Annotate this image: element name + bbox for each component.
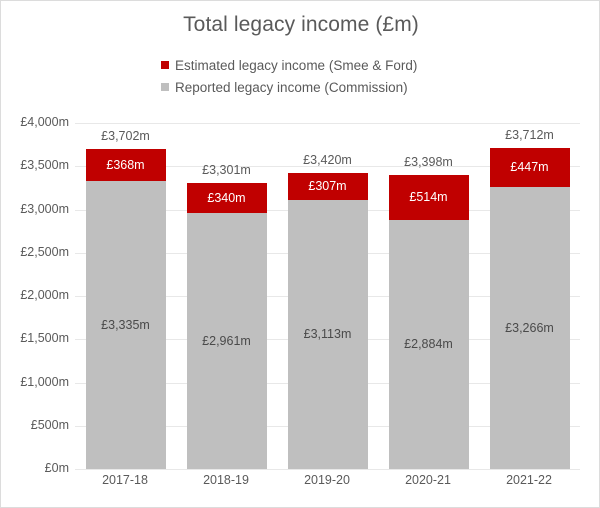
bar-segment-label-estimated: £368m bbox=[106, 157, 145, 172]
legend-item-estimated[interactable]: Estimated legacy income (Smee & Ford) bbox=[161, 54, 417, 76]
bar-segment-label-estimated: £514m bbox=[409, 190, 448, 205]
bar-segment-estimated[interactable]: £307m bbox=[287, 173, 368, 200]
bar-segment-estimated[interactable]: £514m bbox=[388, 175, 469, 220]
bar-stack[interactable]: £3,113m £307m £3,420m bbox=[287, 153, 368, 469]
bar-total-label: £3,420m bbox=[303, 153, 352, 168]
y-axis-tick-label: £1,000m bbox=[20, 374, 69, 389]
legend-label-reported: Reported legacy income (Commission) bbox=[175, 79, 408, 95]
gridline bbox=[75, 166, 580, 168]
bar-segment-label-reported: £2,884m bbox=[404, 337, 453, 352]
bar-segment-reported[interactable]: £2,884m bbox=[388, 219, 469, 469]
y-axis-tick-label: £2,000m bbox=[20, 288, 69, 302]
bar-segment-label-estimated: £307m bbox=[308, 179, 347, 194]
bar-segment-label-reported: £3,266m bbox=[505, 320, 554, 335]
bar-stack[interactable]: £3,266m £447m £3,712m bbox=[489, 128, 570, 469]
bar-stack[interactable]: £2,961m £340m £3,301m bbox=[186, 163, 267, 469]
legend-item-reported[interactable]: Reported legacy income (Commission) bbox=[161, 76, 417, 98]
x-axis-tick-label: 2017-18 bbox=[102, 473, 148, 487]
bar-segment-reported[interactable]: £3,335m bbox=[85, 180, 166, 469]
bar-segment-label-estimated: £447m bbox=[510, 160, 549, 175]
bar-total-label: £3,301m bbox=[202, 163, 251, 178]
y-axis-tick-label: £3,000m bbox=[20, 201, 69, 216]
bar-segment-label-reported: £3,113m bbox=[303, 327, 352, 342]
bar-segment-estimated[interactable]: £447m bbox=[489, 147, 570, 187]
y-axis-tick-label: £4,000m bbox=[20, 115, 69, 129]
x-axis-tick-label: 2019-20 bbox=[304, 473, 350, 487]
chart-title: Total legacy income (£m) bbox=[183, 13, 419, 36]
bar-segment-estimated[interactable]: £368m bbox=[85, 148, 166, 181]
x-axis: 2017-18 2018-19 2019-20 2020-21 2021-22 bbox=[75, 473, 580, 497]
chart-legend: Estimated legacy income (Smee & Ford) Re… bbox=[161, 54, 417, 98]
bar-stack[interactable]: £3,335m £368m £3,702m bbox=[85, 129, 166, 469]
legend-swatch-reported-icon bbox=[161, 83, 169, 91]
bar-stack[interactable]: £2,884m £514m £3,398m bbox=[388, 155, 469, 469]
bar-segment-reported[interactable]: £3,266m bbox=[489, 186, 570, 469]
legend-label-estimated: Estimated legacy income (Smee & Ford) bbox=[175, 57, 418, 73]
x-axis-tick-label: 2020-21 bbox=[405, 473, 451, 487]
bar-segment-estimated[interactable]: £340m bbox=[186, 183, 267, 213]
x-axis-tick-label: 2021-22 bbox=[506, 473, 552, 487]
bar-total-label: £3,702m bbox=[101, 128, 150, 143]
plot-area: £3,335m £368m £3,702m £2,961m £340m £3,301m £3… bbox=[75, 123, 580, 470]
gridline bbox=[75, 469, 580, 470]
bar-segment-label-reported: £2,961m bbox=[202, 333, 251, 348]
bar-segment-reported[interactable]: £2,961m bbox=[186, 212, 267, 469]
bar-segment-reported[interactable]: £3,113m bbox=[287, 199, 368, 469]
bar-segment-label-reported: £3,335m bbox=[101, 317, 150, 332]
x-axis-tick-label: 2018-19 bbox=[203, 473, 249, 487]
legend-swatch-estimated-icon bbox=[161, 61, 169, 69]
bar-total-label: £3,398m bbox=[404, 155, 453, 170]
y-axis-tick-label: £500m bbox=[30, 417, 69, 432]
bar-total-label: £3,712m bbox=[505, 127, 554, 142]
y-axis-tick-label: £1,500m bbox=[20, 331, 69, 346]
y-axis-tick-label: £2,500m bbox=[20, 244, 69, 259]
y-axis-tick-label: £0m bbox=[44, 461, 69, 475]
gridline bbox=[75, 123, 580, 124]
bar-segment-label-estimated: £340m bbox=[207, 191, 246, 206]
y-axis-tick-label: £3,500m bbox=[20, 158, 69, 173]
y-axis: £4,000m £3,500m £3,000m £2,500m £2,000m £1,50… bbox=[1, 115, 69, 475]
